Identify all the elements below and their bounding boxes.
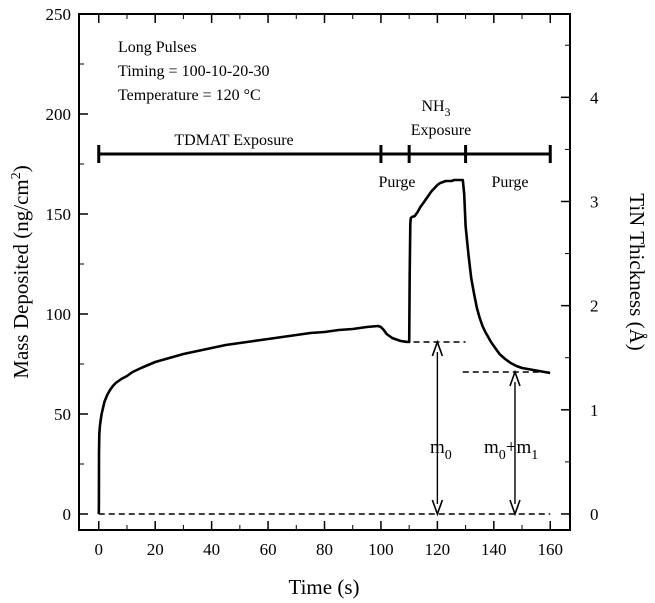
phase-label-exposure: Exposure [411,122,471,139]
arrow-label-m01-a-sub: 0 [499,448,506,463]
arrow-label-m01-a: m [484,437,499,458]
arrows [431,339,521,517]
x-tick-label: 120 [425,540,451,559]
y-axis-title-main: Mass Deposited (ng/cm [9,179,33,378]
y-axis-title: Mass Deposited (ng/cm2) [9,165,33,378]
y-tick-label: 250 [46,5,72,24]
y-tick-label: 50 [54,405,71,424]
arrow-label-m0-m1: m0+m1 [484,437,538,463]
x-axis-title: Time (s) [289,575,360,599]
x-tick-label: 40 [203,540,220,559]
arrow-head-down [509,499,521,517]
y-tick-label: 100 [46,305,72,324]
series-line-mass [97,178,551,515]
phase-label-tdmat: TDMAT Exposure [174,132,293,149]
y2-tick-label: 0 [590,505,599,524]
x-tick-label: 140 [481,540,507,559]
phase-label-nh3-sub: 3 [445,105,451,119]
x-tick-label: 160 [537,540,563,559]
reference-lines [98,341,551,515]
annotation-line-2: Timing = 100-10-20-30 [118,63,270,80]
arrow-label-m0: m0 [430,437,452,463]
y-axis-title-sup: 2 [9,172,24,179]
arrow-head-up [431,339,444,357]
phase-label-purge-2: Purge [491,174,528,191]
phase-label-nh3: NH3 [421,98,450,119]
y-axis-title-close: ) [9,165,33,172]
y2-axis-title: TiN Thickness (Å) [625,193,649,351]
arrow-label-m0-main: m [430,437,445,458]
annotation-line-1: Long Pulses [118,39,197,56]
y2-tick-label: 3 [590,192,599,211]
x-tick-label: 20 [147,540,164,559]
x-tick-label: 60 [260,540,277,559]
y2-tick-label: 4 [590,88,599,107]
y2-tick-label: 1 [590,401,599,420]
x-axis-ticks: 0 20 40 60 80 100 120 140 160 [95,14,563,559]
x-tick-label: 100 [368,540,394,559]
phase-label-nh3-main: NH [421,98,445,115]
y-tick-label: 0 [63,505,72,524]
annotation-line-3: Temperature = 120 °C [118,87,261,104]
y-tick-label: 150 [46,205,72,224]
phase-timeline-bar [97,145,552,163]
arrow-label-m01-b-sub: 1 [531,448,538,463]
arrow-label-m01-plus: +m [506,437,532,458]
x-tick-label: 0 [95,540,104,559]
phase-label-purge-1: Purge [378,174,415,191]
arrow-head-down [431,499,444,517]
x-tick-label: 80 [316,540,333,559]
y2-tick-label: 2 [590,297,599,316]
y2-axis-ticks: 0 1 2 3 4 [561,44,599,524]
arrow-head-up [509,369,521,387]
y-tick-label: 200 [46,105,72,124]
y-axis-ticks: 0 50 100 150 200 250 [46,5,88,524]
arrow-label-m0-sub: 0 [445,448,452,463]
